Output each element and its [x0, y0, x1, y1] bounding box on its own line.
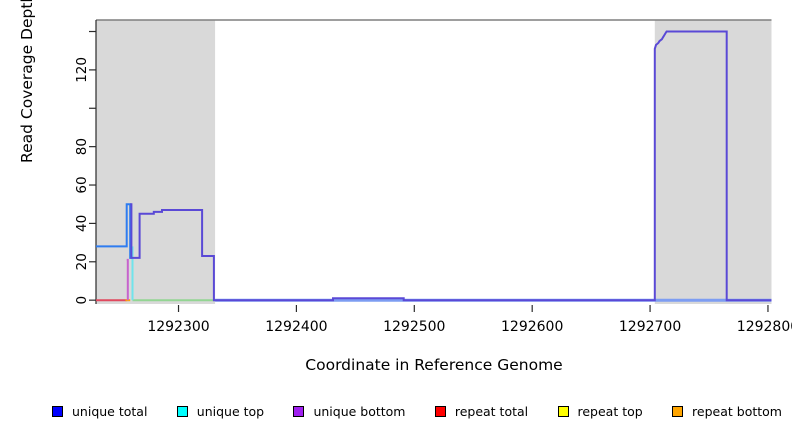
legend-label: repeat total	[454, 403, 529, 419]
legend-label: repeat top	[577, 403, 643, 419]
legend-item-repeat-top: repeat top	[557, 403, 643, 419]
legend-item-unique-total: unique total	[52, 404, 147, 419]
x-tick-label: 1292600	[501, 319, 563, 335]
legend-label: unique bottom	[313, 403, 406, 419]
legend-label: unique total	[72, 403, 148, 419]
y-tick-label: 0	[74, 296, 90, 305]
legend-item-unique-bottom: unique bottom	[293, 403, 406, 419]
y-tick-label: 60	[74, 176, 90, 193]
legend-item-repeat-total: repeat total	[434, 403, 529, 419]
y-tick-label: 80	[74, 138, 90, 155]
x-tick-label: 1292300	[147, 319, 209, 335]
y-tick-label: 40	[74, 215, 90, 232]
y-tick-label: 20	[74, 253, 90, 270]
repeat-region-left	[96, 20, 216, 304]
legend: unique total unique top unique bottom re…	[52, 401, 782, 421]
x-tick-label: 1292400	[265, 319, 327, 335]
legend-label: repeat bottom	[692, 403, 782, 419]
y-tick-label: 120	[74, 57, 90, 83]
x-axis-title: Coordinate in Reference Genome	[305, 356, 563, 374]
x-tick-label: 1292700	[619, 319, 681, 335]
repeat-region-right	[654, 20, 772, 304]
unique-bottom-swatch-icon	[293, 405, 305, 417]
series-unique-bottom	[130, 30, 772, 302]
repeat-total-swatch-icon	[434, 405, 446, 417]
repeat-bottom-swatch-icon	[672, 405, 684, 417]
legend-item-unique-top: unique top	[176, 403, 265, 419]
legend-item-repeat-bottom: repeat bottom	[672, 404, 782, 419]
unique-top-swatch-icon	[176, 405, 188, 417]
legend-label: unique top	[196, 403, 265, 419]
series-unique-bottom-drop	[126, 258, 129, 301]
plot-canvas: 0 20 40 60 80 120 1292300 1292400 1292500 1292600…	[74, 19, 792, 335]
x-tick-label: 1292500	[383, 319, 445, 335]
x-tick-label: 1292800	[737, 319, 792, 335]
repeat-top-swatch-icon	[557, 405, 569, 417]
unique-total-swatch-icon	[52, 405, 63, 417]
